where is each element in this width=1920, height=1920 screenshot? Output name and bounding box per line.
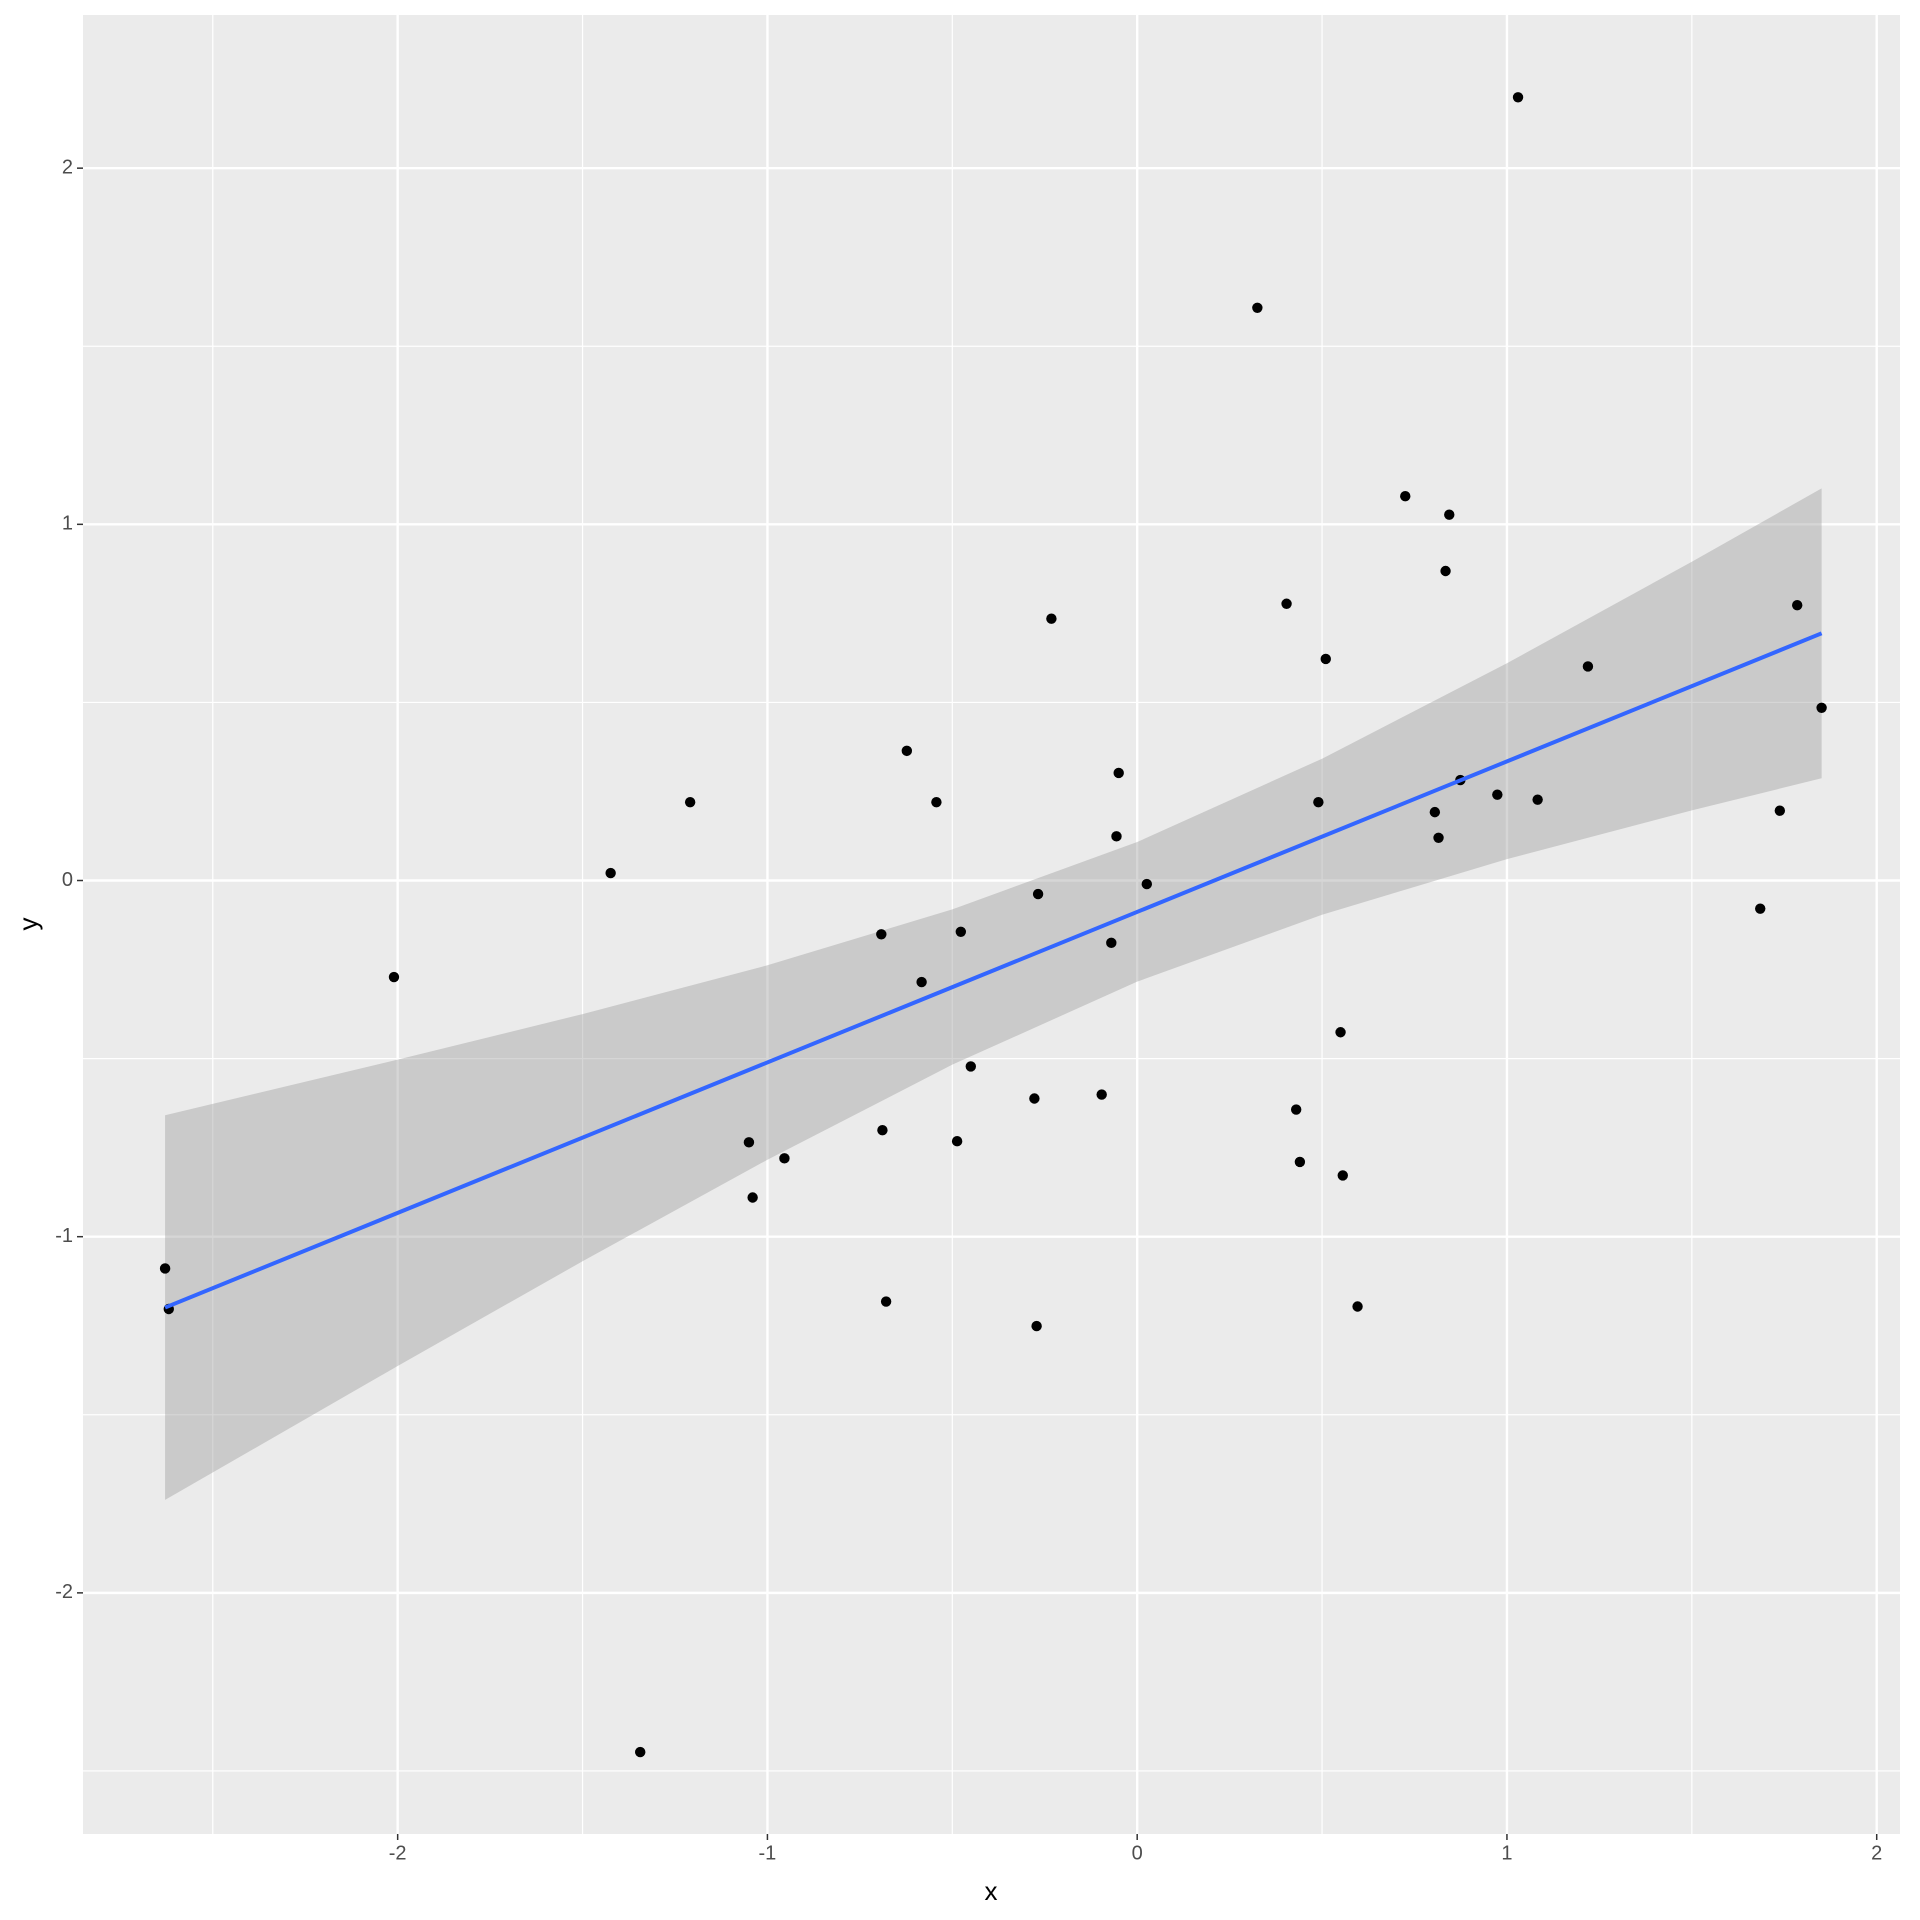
point <box>1313 796 1324 808</box>
confidence-band <box>165 488 1822 1500</box>
point <box>1429 806 1441 818</box>
point <box>1582 661 1594 672</box>
point <box>1032 888 1044 900</box>
point <box>684 796 696 808</box>
point <box>1294 1156 1306 1168</box>
point <box>1337 1170 1348 1181</box>
x-axis-title: x <box>985 1876 998 1906</box>
point <box>1492 789 1503 800</box>
y-tick-label: 0 <box>62 869 73 891</box>
x-tick-label: -2 <box>389 1842 407 1864</box>
point <box>1755 903 1766 914</box>
point <box>1774 805 1786 816</box>
point <box>1113 767 1124 779</box>
x-tick-label: 1 <box>1501 1842 1512 1864</box>
point <box>880 1296 892 1307</box>
point <box>1252 302 1263 313</box>
point <box>779 1153 790 1164</box>
point <box>1400 490 1411 502</box>
y-tick-label: -2 <box>55 1581 73 1603</box>
point <box>877 1124 888 1136</box>
point <box>901 745 913 757</box>
x-tick-label: 0 <box>1132 1842 1143 1864</box>
point <box>635 1746 646 1758</box>
point <box>388 971 400 983</box>
point <box>1792 599 1803 611</box>
point <box>1320 653 1331 665</box>
point <box>955 926 967 938</box>
point <box>1335 1027 1346 1038</box>
point <box>1031 1320 1042 1332</box>
point <box>1352 1301 1363 1312</box>
point <box>1281 598 1292 609</box>
y-tick-label: 1 <box>62 513 73 535</box>
point <box>1440 565 1451 577</box>
point <box>605 867 616 879</box>
point <box>916 976 927 988</box>
panel <box>83 15 1900 1834</box>
point <box>1512 92 1524 103</box>
point <box>1046 613 1057 624</box>
point <box>951 1136 963 1147</box>
point <box>159 1263 171 1274</box>
point <box>1029 1093 1040 1104</box>
x-tick-label: -1 <box>759 1842 777 1864</box>
point <box>1111 831 1122 842</box>
point <box>1444 509 1455 520</box>
point <box>1532 794 1543 805</box>
point <box>1290 1104 1302 1115</box>
x-tick-label: 2 <box>1871 1842 1882 1864</box>
point <box>1141 878 1152 890</box>
y-tick-label: -1 <box>55 1225 73 1247</box>
point <box>931 796 942 808</box>
y-axis-title: y <box>13 918 43 931</box>
point <box>876 929 887 940</box>
point <box>965 1061 976 1072</box>
point <box>1816 702 1827 713</box>
point <box>1106 937 1117 949</box>
point <box>743 1137 755 1148</box>
point <box>1433 832 1444 843</box>
point <box>1096 1089 1107 1100</box>
point <box>747 1192 758 1203</box>
fit-line <box>164 631 1823 1310</box>
y-tick-label: 2 <box>62 156 73 178</box>
